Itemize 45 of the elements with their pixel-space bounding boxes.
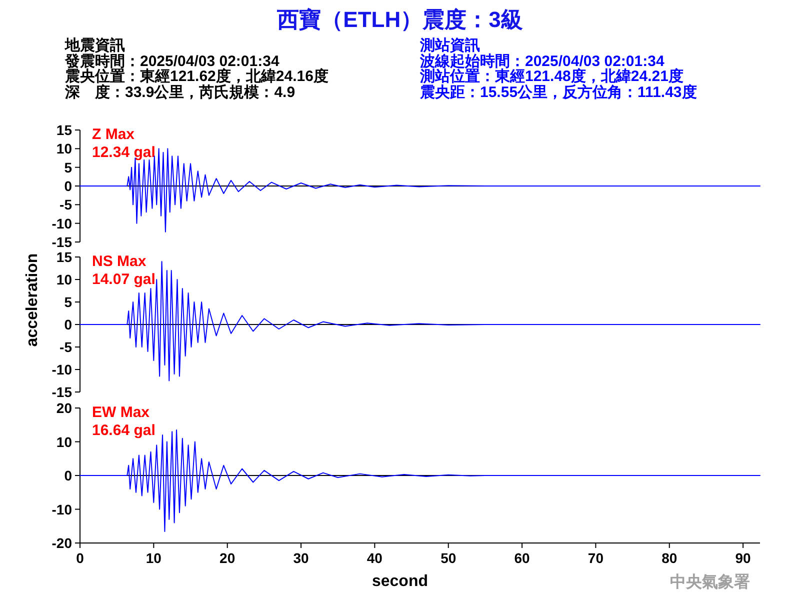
y-tick-label: -5 bbox=[60, 339, 72, 355]
text: 深 度：33.9公里，芮氏規模：4.9 bbox=[64, 83, 296, 101]
text: 中央氣象署 bbox=[670, 573, 750, 591]
text: 測站資訊 bbox=[419, 37, 480, 54]
y-tick-label: 5 bbox=[64, 159, 72, 176]
y-tick-label: -15 bbox=[52, 384, 72, 400]
x-tick-label: 40 bbox=[366, 550, 383, 566]
y-tick-label: 10 bbox=[56, 140, 72, 157]
annotation: EW Max bbox=[92, 404, 150, 421]
y-tick-label: 10 bbox=[56, 434, 72, 450]
y-tick-label: -10 bbox=[52, 362, 72, 378]
y-tick-label: 0 bbox=[64, 468, 72, 484]
y-tick-label: 0 bbox=[64, 178, 72, 194]
x-tick-label: 0 bbox=[76, 550, 84, 566]
y-tick-label: 0 bbox=[64, 316, 72, 332]
x-tick-label: 70 bbox=[588, 550, 604, 566]
x-tick-label: 50 bbox=[440, 550, 456, 566]
y-tick-label: -15 bbox=[52, 234, 72, 250]
x-tick-label: 30 bbox=[293, 550, 310, 566]
y-tick-label: -20 bbox=[52, 535, 72, 551]
chart-title: 西寶（ETLH）震度：3級 bbox=[276, 7, 523, 32]
y-tick-label: 20 bbox=[56, 400, 72, 416]
text: 震央位置：東經121.62度，北緯24.16度 bbox=[64, 67, 328, 85]
x-tick-label: 60 bbox=[514, 550, 530, 566]
x-tick-label: 20 bbox=[220, 550, 236, 566]
y-axis-title: acceleration bbox=[24, 253, 41, 347]
text: 地震資訊 bbox=[64, 37, 125, 54]
x-tick-label: 90 bbox=[735, 550, 752, 566]
annotation: 12.34 gal bbox=[92, 144, 156, 161]
text: 測站位置：東經121.48度，北緯24.21度 bbox=[419, 67, 684, 85]
annotation: 16.64 gal bbox=[92, 422, 156, 439]
x-tick-label: 80 bbox=[662, 550, 678, 566]
y-tick-label: 10 bbox=[56, 272, 72, 288]
annotation: 14.07 gal bbox=[92, 271, 156, 288]
y-tick-label: -10 bbox=[52, 215, 72, 232]
x-tick-label: 10 bbox=[146, 550, 162, 566]
y-tick-label: 15 bbox=[56, 249, 72, 265]
y-tick-label: 15 bbox=[56, 122, 72, 138]
annotation: NS Max bbox=[92, 253, 147, 270]
y-tick-label: -10 bbox=[52, 501, 72, 518]
x-axis-title: second bbox=[372, 573, 428, 590]
annotation: Z Max bbox=[92, 126, 136, 143]
text: 震央距：15.55公里，反方位角：111.43度 bbox=[419, 83, 697, 101]
y-tick-label: 5 bbox=[64, 294, 72, 310]
y-tick-label: -5 bbox=[60, 196, 72, 213]
